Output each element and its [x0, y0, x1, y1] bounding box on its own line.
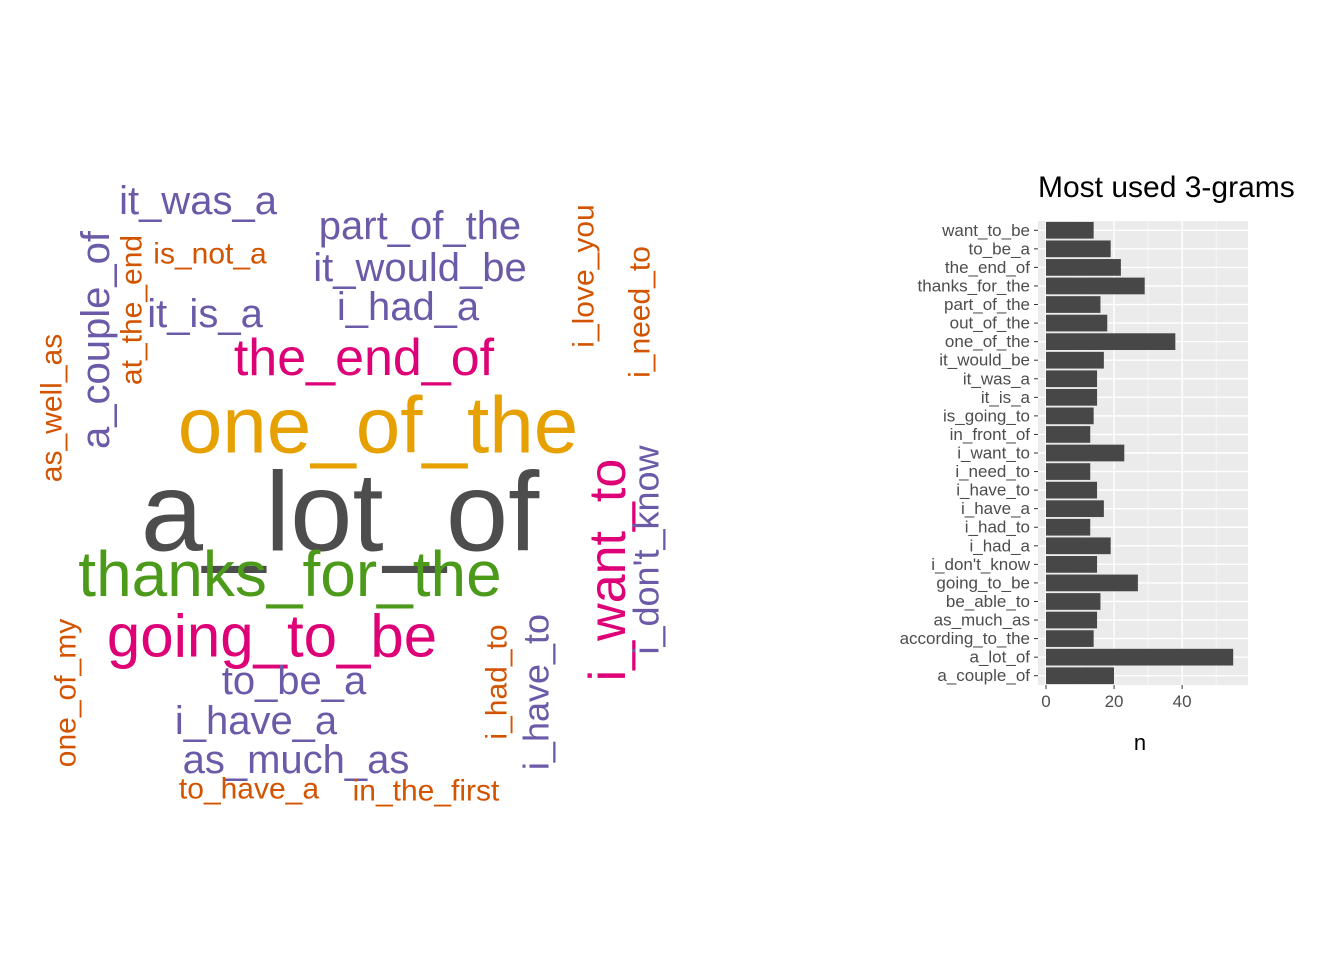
bar: [1046, 444, 1125, 462]
bar: [1046, 574, 1138, 592]
cloud-word: i_have_a: [175, 699, 338, 743]
bar: [1046, 314, 1108, 332]
y-tick-label: in_front_of: [950, 425, 1031, 444]
y-tick-label: want_to_be: [941, 221, 1030, 240]
cloud-word: at_the_end: [116, 235, 149, 385]
cloud-word: going_to_be: [107, 603, 437, 670]
y-tick-label: part_of_the: [944, 295, 1030, 314]
bar: [1046, 648, 1234, 666]
bar: [1046, 259, 1121, 276]
bar: [1046, 407, 1094, 425]
cloud-word: as_well_as: [36, 334, 69, 482]
cloud-word: a_lot_of: [141, 450, 540, 575]
cloud-word: one_of_my: [50, 619, 83, 767]
y-tick-label: i_need_to: [955, 462, 1030, 481]
cloud-word: i_love_you: [568, 204, 601, 347]
y-tick-label: the_end_of: [945, 258, 1030, 277]
bar: [1046, 611, 1098, 629]
y-tick-label: a_lot_of: [970, 648, 1031, 667]
cloud-word: a_couple_of: [74, 230, 118, 449]
chart-title: Most used 3-grams: [1038, 171, 1295, 204]
bar: [1046, 556, 1098, 573]
y-tick-label: according_to_the: [900, 629, 1030, 648]
y-tick-label: thanks_for_the: [918, 276, 1030, 295]
bar: [1046, 593, 1101, 610]
cloud-word: i_want_to: [579, 459, 637, 682]
cloud-word: it_is_a: [147, 292, 263, 336]
cloud-word: it_was_a: [119, 179, 278, 223]
bar: [1046, 388, 1098, 406]
bar: [1046, 277, 1145, 295]
y-tick-label: i_had_a: [969, 536, 1030, 555]
x-tick-label: 20: [1105, 692, 1124, 711]
y-tick-label: a_couple_of: [937, 666, 1030, 685]
bar: [1046, 481, 1098, 499]
cloud-word: to_have_a: [179, 773, 319, 806]
cloud-word: part_of_the: [319, 204, 521, 248]
bar: [1046, 351, 1104, 369]
cloud-word: i_had_a: [337, 285, 480, 329]
cloud-word: i_need_to: [624, 246, 657, 378]
cloud-word: i_had_to: [481, 624, 514, 739]
y-tick-label: be_able_to: [946, 592, 1030, 611]
y-tick-label: as_much_as: [934, 611, 1030, 630]
y-tick-label: going_to_be: [936, 573, 1030, 592]
y-tick-label: one_of_the: [945, 332, 1030, 351]
bar: [1046, 518, 1091, 536]
bar: [1046, 500, 1104, 518]
cloud-word: is_not_a: [153, 238, 267, 271]
bar: [1046, 426, 1091, 443]
y-tick-label: it_would_be: [939, 351, 1030, 370]
cloud-word: thanks_for_the: [78, 538, 501, 610]
bar: [1046, 537, 1111, 555]
cloud-word: to_be_a: [222, 659, 367, 703]
cloud-word: in_the_first: [353, 775, 500, 808]
y-tick-label: i_have_a: [961, 499, 1031, 518]
y-tick-label: i_have_to: [956, 481, 1030, 500]
bar: [1046, 333, 1176, 350]
cloud-word: i_have_to: [516, 614, 557, 770]
bar: [1046, 463, 1091, 480]
bar: [1046, 296, 1101, 313]
bar: [1046, 370, 1098, 388]
y-tick-label: is_going_to: [943, 406, 1030, 425]
y-tick-label: to_be_a: [969, 239, 1031, 258]
cloud-word: it_would_be: [313, 246, 527, 290]
x-axis-label: n: [1134, 730, 1146, 755]
y-tick-label: i_want_to: [957, 444, 1030, 463]
cloud-word: as_much_as: [183, 738, 410, 782]
y-tick-label: out_of_the: [950, 314, 1030, 333]
x-tick-label: 40: [1173, 692, 1192, 711]
y-tick-label: i_don't_know: [931, 555, 1030, 574]
y-tick-label: it_is_a: [981, 388, 1031, 407]
cloud-word: one_of_the: [178, 381, 578, 470]
bar: [1046, 667, 1115, 685]
y-tick-label: it_was_a: [963, 369, 1031, 388]
bar: [1046, 240, 1111, 258]
x-tick-label: 0: [1041, 692, 1050, 711]
bar: [1046, 630, 1094, 647]
bar: [1046, 221, 1094, 239]
cloud-word: the_end_of: [234, 329, 495, 387]
y-tick-label: i_had_to: [965, 518, 1030, 537]
cloud-word: i_don't_know: [626, 444, 667, 654]
